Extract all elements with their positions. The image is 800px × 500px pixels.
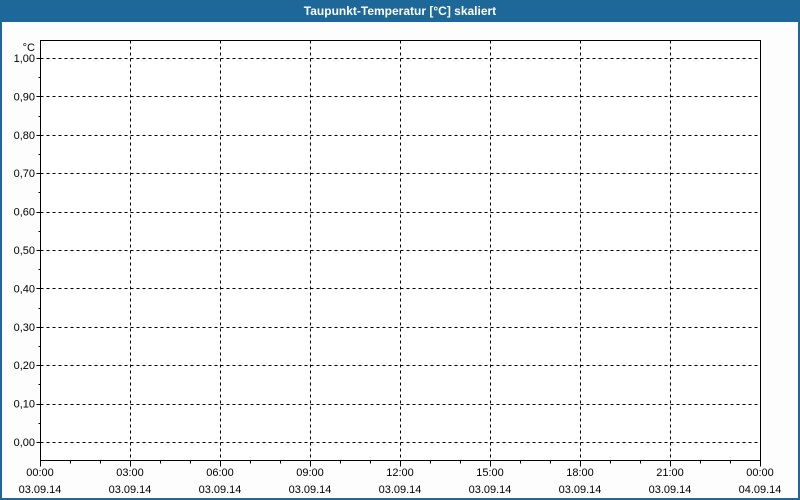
x-tick-time-label: 06:00 xyxy=(206,467,234,479)
x-tick-time-label: 03:00 xyxy=(116,467,144,479)
x-tick-date-label: 04.09.14 xyxy=(739,484,782,496)
x-tick-date-label: 03.09.14 xyxy=(469,484,512,496)
y-tick-label: 0,20 xyxy=(14,360,35,372)
y-tick-label: 0,00 xyxy=(14,437,35,449)
chart-area: 1,00 0,90 0,80 0,70 0,60 0,50 0,40 0,30 0,20 0,10… xyxy=(2,22,798,498)
window-frame-left xyxy=(0,22,2,500)
x-tick-date-label: 03.09.14 xyxy=(379,484,422,496)
window-frame-right xyxy=(798,22,800,500)
y-tick-label: 0,50 xyxy=(14,245,35,257)
x-tick-date-label: 03.09.14 xyxy=(199,484,242,496)
y-tick-label: 0,80 xyxy=(14,130,35,142)
x-tick-time-label: 12:00 xyxy=(386,467,414,479)
y-tick-label: 1,00 xyxy=(14,53,35,65)
x-tick-time-label: 00:00 xyxy=(746,467,774,479)
window-titlebar: Taupunkt-Temperatur [°C] skaliert xyxy=(0,0,800,22)
x-tick-date-label: 03.09.14 xyxy=(289,484,332,496)
x-tick-time-label: 09:00 xyxy=(296,467,324,479)
y-axis-unit-label: °C xyxy=(23,42,35,54)
y-tick-label: 0,40 xyxy=(14,283,35,295)
y-tick-label: 0,30 xyxy=(14,322,35,334)
y-tick-label: 0,60 xyxy=(14,207,35,219)
window-title: Taupunkt-Temperatur [°C] skaliert xyxy=(303,4,497,18)
x-tick-time-label: 00:00 xyxy=(26,467,54,479)
x-tick-date-label: 03.09.14 xyxy=(649,484,692,496)
chart-canvas: 1,00 0,90 0,80 0,70 0,60 0,50 0,40 0,30 0,20 0,10… xyxy=(14,40,782,496)
y-tick-label: 0,90 xyxy=(14,91,35,103)
y-tick-label: 0,70 xyxy=(14,168,35,180)
x-tick-time-label: 21:00 xyxy=(656,467,684,479)
x-tick-time-label: 18:00 xyxy=(566,467,594,479)
window-frame-bottom xyxy=(0,498,800,500)
x-tick-date-label: 03.09.14 xyxy=(19,484,62,496)
x-tick-time-label: 15:00 xyxy=(476,467,504,479)
x-tick-date-label: 03.09.14 xyxy=(109,484,152,496)
x-tick-date-label: 03.09.14 xyxy=(559,484,602,496)
y-tick-label: 0,10 xyxy=(14,399,35,411)
